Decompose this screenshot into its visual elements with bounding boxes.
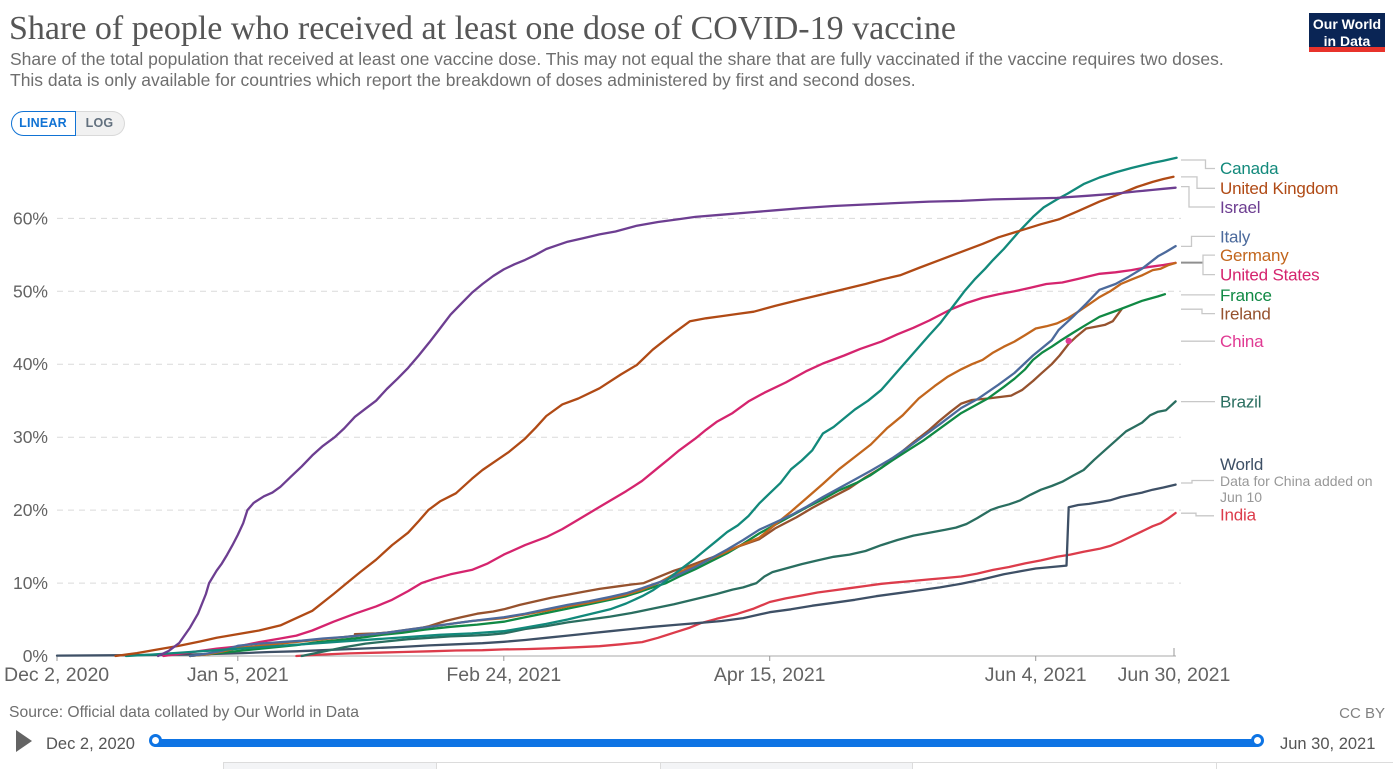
- svg-text:Feb 24, 2021: Feb 24, 2021: [446, 664, 561, 686]
- svg-text:Germany: Germany: [1220, 246, 1289, 265]
- svg-text:India: India: [1220, 506, 1257, 525]
- svg-text:United Kingdom: United Kingdom: [1220, 179, 1338, 198]
- svg-text:Dec 2, 2020: Dec 2, 2020: [4, 664, 109, 686]
- svg-text:Italy: Italy: [1220, 227, 1251, 246]
- svg-text:Jun 4, 2021: Jun 4, 2021: [985, 664, 1087, 686]
- svg-text:20%: 20%: [13, 500, 48, 520]
- svg-text:0%: 0%: [23, 646, 48, 666]
- svg-text:Apr 15, 2021: Apr 15, 2021: [714, 664, 826, 686]
- svg-text:50%: 50%: [13, 281, 48, 301]
- svg-text:Brazil: Brazil: [1220, 393, 1261, 412]
- svg-text:30%: 30%: [13, 427, 48, 447]
- svg-text:China: China: [1220, 332, 1264, 351]
- svg-text:Ireland: Ireland: [1220, 305, 1271, 324]
- svg-text:Jun 10: Jun 10: [1220, 489, 1262, 505]
- svg-text:Israel: Israel: [1220, 198, 1260, 217]
- svg-text:France: France: [1220, 286, 1272, 305]
- svg-text:World: World: [1220, 455, 1263, 474]
- svg-text:Canada: Canada: [1220, 159, 1279, 178]
- svg-text:Data for China added on: Data for China added on: [1220, 473, 1373, 489]
- svg-text:Jun 30, 2021: Jun 30, 2021: [1118, 664, 1231, 686]
- svg-text:40%: 40%: [13, 354, 48, 374]
- svg-text:United States: United States: [1220, 266, 1319, 285]
- svg-text:10%: 10%: [13, 573, 48, 593]
- svg-text:60%: 60%: [13, 208, 48, 228]
- svg-text:Jan 5, 2021: Jan 5, 2021: [187, 664, 289, 686]
